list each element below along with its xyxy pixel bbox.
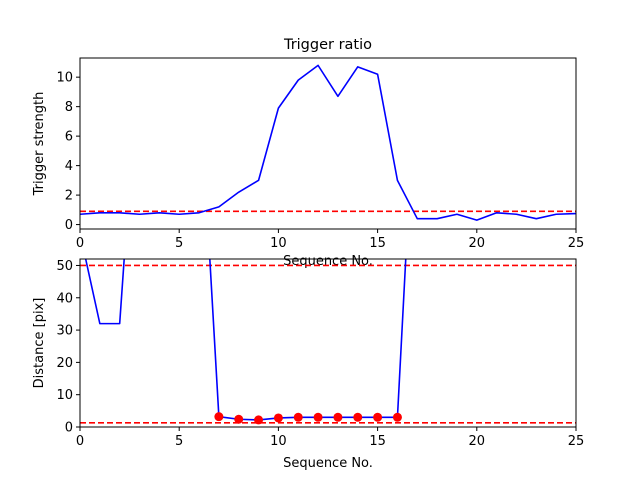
x-tick-label: 20 — [469, 434, 486, 449]
y-axis-ticks: 0 2 4 6 8 10 — [56, 71, 80, 233]
y-axis-label: Trigger strength — [32, 92, 47, 197]
data-point — [273, 413, 283, 423]
y-tick-label: 8 — [65, 100, 73, 115]
axes-frame — [79, 258, 577, 428]
y-tick-label: 30 — [56, 324, 73, 339]
data-point — [214, 412, 224, 422]
y-tick-label: 0 — [65, 218, 73, 233]
data-point — [293, 412, 303, 422]
data-point — [353, 412, 363, 422]
y-tick-label: 20 — [56, 356, 73, 371]
x-tick-label: 20 — [469, 236, 486, 251]
x-tick-label: 15 — [369, 434, 386, 449]
x-tick-label: 15 — [369, 236, 386, 251]
series-line — [80, 64, 576, 221]
x-tick-label: 25 — [568, 236, 585, 251]
y-tick-label: 2 — [65, 189, 73, 204]
x-axis-label: Sequence No. — [283, 456, 373, 471]
data-point — [392, 412, 402, 422]
data-point — [373, 412, 383, 422]
x-tick-label: 0 — [76, 236, 84, 251]
x-tick-label: 10 — [270, 434, 287, 449]
y-tick-label: 50 — [56, 259, 73, 274]
data-point — [234, 414, 244, 424]
x-tick-label: 25 — [568, 434, 585, 449]
x-tick-label: 0 — [76, 434, 84, 449]
axes-frame — [79, 57, 577, 230]
y-tick-label: 40 — [56, 291, 73, 306]
plot-area — [80, 259, 576, 425]
chart-title: Trigger ratio — [283, 37, 372, 53]
plot-area — [80, 64, 576, 221]
x-axis-ticks: 0 5 10 15 20 25 — [76, 229, 584, 251]
y-tick-label: 0 — [65, 421, 73, 436]
y-tick-label: 4 — [65, 159, 73, 174]
x-tick-label: 5 — [175, 236, 183, 251]
x-axis-ticks: 0 5 10 15 20 25 — [76, 427, 584, 449]
x-tick-label: 10 — [270, 236, 287, 251]
y-tick-label: 10 — [56, 388, 73, 403]
data-point — [333, 412, 343, 422]
data-point — [313, 412, 323, 422]
y-axis-ticks: 0 10 20 30 40 50 — [56, 259, 80, 436]
y-tick-label: 6 — [65, 130, 73, 145]
y-axis-label: Distance [pix] — [32, 298, 47, 389]
subplot-distance: 0 5 10 15 20 25 0 10 20 30 40 50 Sequence No. Dist… — [32, 258, 584, 471]
y-tick-label: 10 — [56, 71, 73, 86]
x-tick-label: 5 — [175, 434, 183, 449]
data-point — [254, 415, 264, 425]
